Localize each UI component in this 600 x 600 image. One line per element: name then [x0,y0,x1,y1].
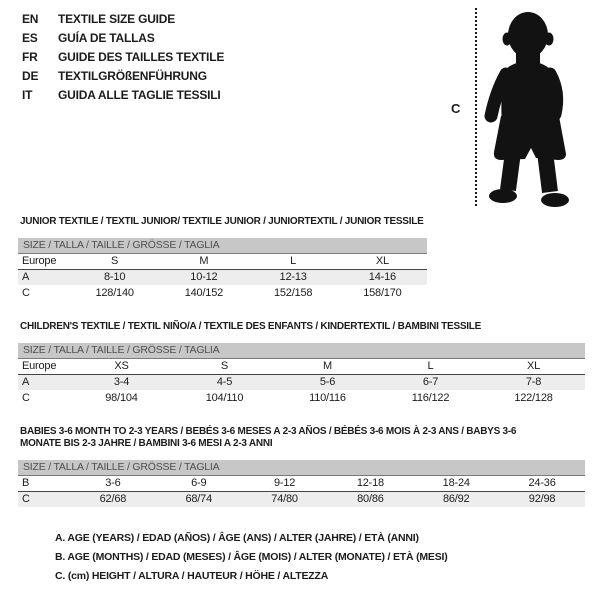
row-label: Europe [18,253,70,270]
language-code: DE [22,69,39,83]
baby-silhouette-icon [484,12,569,207]
table-size-header: SIZE / TALLA / TAILLE / GRÖSSE / TAGLIA [18,238,427,254]
row-label: C [18,491,70,507]
size-cell: 110/116 [309,392,346,404]
size-cell: 62/68 [70,491,156,507]
size-section-babies: BABIES 3-6 MONTH TO 2-3 YEARS / BEBÉS 3-… [18,426,590,507]
language-row: EN TEXTILE SIZE GUIDE [22,10,224,29]
row-label: A [18,269,70,285]
table-row-b: B 3-6 6-9 9-12 12-18 18-24 24-36 [18,475,585,492]
size-cell: 122/128 [514,392,553,404]
size-cell: 18-24 [413,475,500,492]
size-cell: 12-13 [248,269,338,285]
size-cell: M [159,253,249,270]
section-title-babies: BABIES 3-6 MONTH TO 2-3 YEARS / BEBÉS 3-… [20,426,517,449]
size-cell: 6-9 [155,475,242,492]
size-cell: 10-12 [159,269,249,285]
size-cell: 74/80 [241,491,328,507]
language-row: IT GUIDA ALLE TAGLIE TESSILI [22,86,224,105]
table-row-c: C 128/140 140/152 152/158 158/170 [18,285,427,301]
size-table-junior: SIZE / TALLA / TAILLE / GRÖSSE / TAGLIA E… [18,238,427,301]
height-measure-label: C [451,101,461,116]
size-cell: M [276,358,379,375]
size-cell: 6-7 [379,374,482,390]
language-row: ES GUÍA DE TALLAS [22,29,224,48]
size-cell: 7-8 [482,374,585,390]
guide-title: TEXTILE SIZE GUIDE [58,12,176,26]
section-title-children: CHILDREN'S TEXTILE / TEXTIL NIÑO/A / TEX… [20,321,482,332]
size-cell: 86/92 [413,491,500,507]
table-size-header: SIZE / TALLA / TAILLE / GRÖSSE / TAGLIA [18,460,585,476]
size-cell: XS [70,358,173,375]
size-cell: S [173,358,276,375]
size-cell: XL [337,253,427,270]
size-cell: 152/158 [273,287,313,299]
table-size-header-row: SIZE / TALLA / TAILLE / GRÖSSE / TAGLIA [18,343,585,359]
size-section-children: CHILDREN'S TEXTILE / TEXTIL NIÑO/A / TEX… [18,321,590,406]
size-cell: 116/122 [411,392,450,404]
guide-title: TEXTILGRÖßENFÜHRUNG [58,69,207,83]
size-cell: L [379,358,482,375]
row-label: C [22,287,30,299]
size-cell: 9-12 [241,475,328,492]
size-cell: 92/98 [499,491,585,507]
legend-line-b: B. AGE (MONTHS) / EDAD (MESES) / ÂGE (MO… [55,551,448,563]
row-label: B [18,475,70,492]
legend-line-a: A. AGE (YEARS) / EDAD (AÑOS) / ÂGE (ANS)… [55,532,419,544]
table-row-europe: Europe S M L XL [18,253,427,270]
table-row-europe: Europe XS S M L XL [18,358,585,375]
guide-title: GUIDA ALLE TAGLIE TESSILI [58,88,221,102]
size-cell: 12-18 [327,475,414,492]
language-code: EN [22,12,39,26]
size-cell: 104/110 [205,392,244,404]
baby-height-figure: C [440,0,600,215]
size-cell: 24-36 [499,475,585,492]
language-code: FR [22,50,38,64]
language-row: FR GUIDE DES TAILLES TEXTILE [22,48,224,67]
table-size-header-row: SIZE / TALLA / TAILLE / GRÖSSE / TAGLIA [18,238,427,254]
size-cell: 3-4 [70,374,173,390]
size-cell: XL [482,358,585,375]
language-title-list: EN TEXTILE SIZE GUIDE ES GUÍA DE TALLAS FR GU… [22,10,224,105]
table-row-a: A 8-10 10-12 12-13 14-16 [18,269,427,285]
size-cell: 140/152 [184,287,224,299]
table-row-c: C 62/68 68/74 74/80 80/86 86/92 92/98 [18,491,585,507]
size-cell: 14-16 [337,269,427,285]
size-table-babies: SIZE / TALLA / TAILLE / GRÖSSE / TAGLIA B… [18,460,585,507]
legend-line-c: C. (cm) HEIGHT / ALTURA / HAUTEUR / HÖHE… [55,570,329,582]
language-code: IT [22,88,33,102]
measurement-legend: A. AGE (YEARS) / EDAD (AÑOS) / ÂGE (ANS)… [55,529,590,586]
guide-title: GUÍA DE TALLAS [58,31,155,45]
size-cell: L [248,253,338,270]
size-cell: S [70,253,160,270]
size-cell: 80/86 [327,491,414,507]
size-section-junior: JUNIOR TEXTILE / TEXTIL JUNIOR/ TEXTILE … [18,216,590,301]
table-size-header: SIZE / TALLA / TAILLE / GRÖSSE / TAGLIA [18,343,585,359]
size-table-children: SIZE / TALLA / TAILLE / GRÖSSE / TAGLIA E… [18,343,585,406]
size-cell: 5-6 [276,374,379,390]
dotted-height-measure-line [475,8,477,206]
row-label: A [18,374,70,390]
size-tables: JUNIOR TEXTILE / TEXTIL JUNIOR/ TEXTILE … [18,216,590,586]
row-label: Europe [18,358,70,375]
language-code: ES [22,31,38,45]
row-label: C [22,392,30,404]
size-cell: 98/104 [105,392,138,404]
size-cell: 128/140 [95,287,134,299]
size-cell: 158/170 [363,287,402,299]
size-cell: 3-6 [70,475,156,492]
size-cell: 4-5 [173,374,276,390]
language-row: DE TEXTILGRÖßENFÜHRUNG [22,67,224,86]
table-row-c: C 98/104 104/110 110/116 116/122 122/128 [18,390,585,406]
table-row-a: A 3-4 4-5 5-6 6-7 7-8 [18,374,585,390]
section-title-junior: JUNIOR TEXTILE / TEXTIL JUNIOR/ TEXTILE … [20,216,424,227]
guide-title: GUIDE DES TAILLES TEXTILE [58,50,225,64]
table-size-header-row: SIZE / TALLA / TAILLE / GRÖSSE / TAGLIA [18,460,585,476]
size-cell: 68/74 [155,491,242,507]
size-cell: 8-10 [70,269,160,285]
